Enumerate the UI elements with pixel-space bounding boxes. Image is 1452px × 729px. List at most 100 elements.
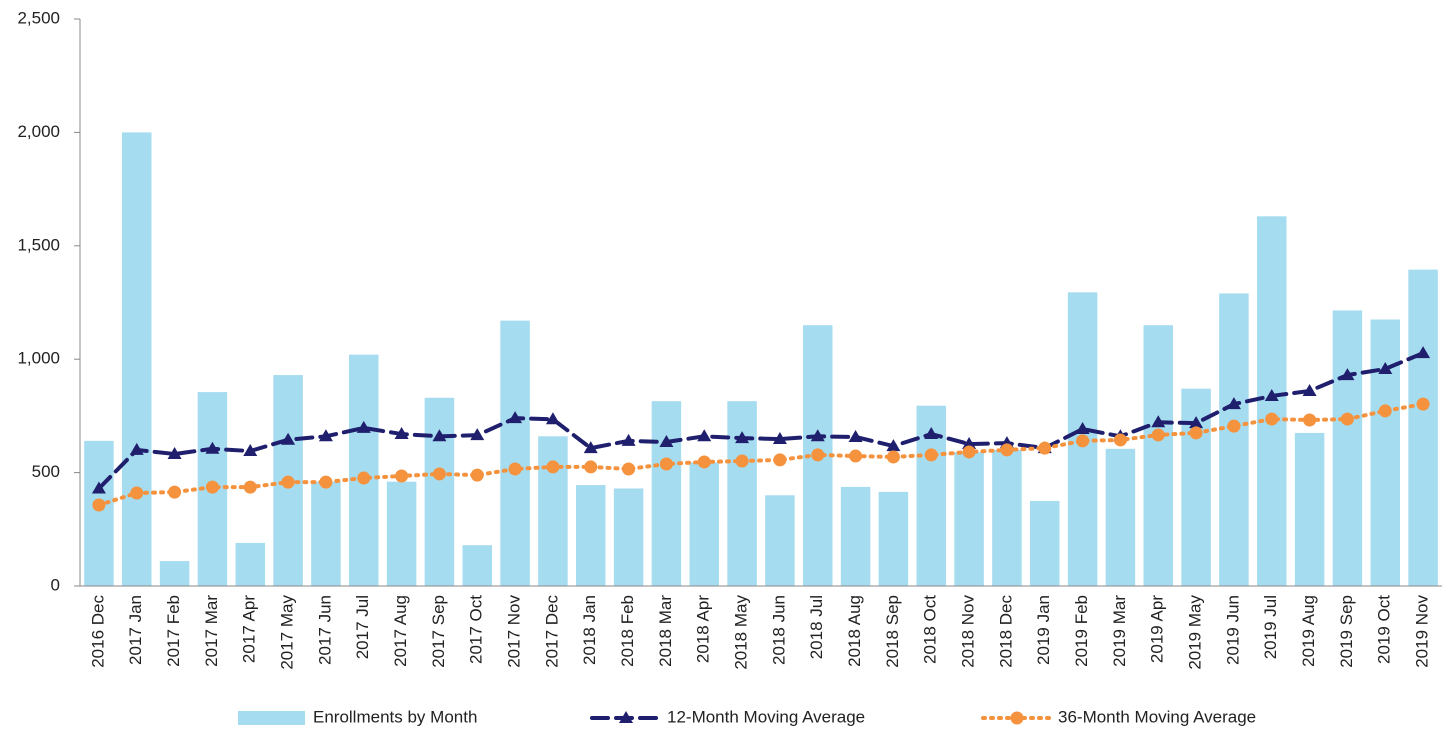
bar [1105,448,1136,586]
x-tick-label: 2018 Jan [580,595,599,665]
bar [613,488,644,586]
line-marker [772,432,787,445]
line-marker [1189,416,1204,429]
bar [1143,325,1174,586]
line-marker [130,486,144,500]
line-marker [546,460,560,474]
line-marker [583,441,598,454]
line-marker [395,469,409,483]
x-tick-label: 2019 Apr [1148,595,1167,663]
line-marker [962,437,977,450]
line-marker [243,444,258,457]
y-tick-label: 1,500 [17,235,60,254]
line-marker [1264,388,1279,401]
x-tick-label: 2019 Jun [1223,595,1242,665]
line-marker [962,445,976,459]
line-marker [621,433,636,446]
line-marker [470,468,484,482]
x-tick-label: 2018 Dec [996,595,1015,668]
line-marker [1265,412,1279,426]
line-marker [91,481,106,494]
bar [840,486,871,586]
line-marker [281,475,295,489]
y-tick-label: 500 [32,462,60,481]
x-tick-label: 2018 Aug [845,595,864,667]
bar [765,495,795,586]
line-marker [432,429,447,442]
bar [992,449,1022,586]
line-marker [281,432,296,445]
x-tick-label: 2017 Nov [505,595,524,668]
line-marker [1151,428,1165,442]
x-tick-label: 2019 Feb [1072,595,1091,667]
legend-label: 12-Month Moving Average [667,707,865,726]
line-marker [318,429,333,442]
x-tick-label: 2018 May [732,595,751,670]
x-tick-label: 2019 May [1186,595,1205,670]
line-marker [1340,368,1355,381]
x-tick-label: 2019 Oct [1375,595,1394,664]
bar [159,561,190,586]
line-marker [584,460,598,474]
bar [538,436,568,586]
y-tick-label: 1,000 [17,349,60,368]
line-marker [129,442,144,455]
bar [651,401,682,586]
x-tick-label: 2017 Aug [391,595,410,667]
bar [727,401,757,586]
bar [84,440,114,586]
line-marker [1378,404,1392,418]
bar [462,545,493,586]
line-marker [1378,361,1393,374]
x-tick-label: 2017 Jun [315,595,334,665]
line-marker [924,448,938,462]
line-marker [735,431,750,444]
bar [348,354,379,586]
bar [235,542,266,586]
x-tick-label: 2019 Jul [1261,595,1280,659]
line-marker [1113,433,1127,447]
x-tick-label: 2018 Nov [959,595,978,668]
line-marker [849,449,863,463]
line-marker [508,462,522,476]
line-marker [205,480,219,494]
line-marker [1038,441,1052,455]
line-marker [1416,397,1430,411]
bar [311,481,341,586]
x-tick-label: 2017 Jan [126,595,145,665]
line-marker [1189,426,1203,440]
x-tick-label: 2017 Apr [240,595,259,663]
line-marker [697,429,712,442]
bar [121,132,152,586]
line-marker [1340,412,1354,426]
line-marker [810,429,825,442]
line-marker [773,453,787,467]
x-tick-label: 2018 Jul [807,595,826,659]
line-marker [1000,443,1014,457]
x-tick-label: 2017 Oct [467,595,486,664]
x-tick-label: 2018 Jun [769,595,788,665]
x-tick-label: 2017 May [278,595,297,670]
y-tick-label: 2,000 [17,122,60,141]
x-tick-label: 2019 Nov [1413,595,1432,668]
y-tick-label: 0 [51,575,60,594]
line-marker [697,455,711,469]
line-marker [735,454,749,468]
line-marker [167,447,182,460]
x-tick-label: 2018 Feb [618,595,637,667]
line-marker [432,467,446,481]
x-tick-label: 2017 Feb [164,595,183,667]
x-tick-label: 2019 Aug [1299,595,1318,667]
line-marker [92,498,106,512]
legend-marker [1010,711,1024,725]
bar [1370,319,1401,586]
line-marker [545,412,560,425]
x-tick-label: 2019 Mar [1110,595,1129,667]
bar [575,485,606,586]
y-tick-label: 2,500 [17,8,60,27]
line-marker [357,471,371,485]
line-series [96,351,1426,491]
line-marker [659,457,673,471]
x-tick-label: 2017 Jul [353,595,372,659]
